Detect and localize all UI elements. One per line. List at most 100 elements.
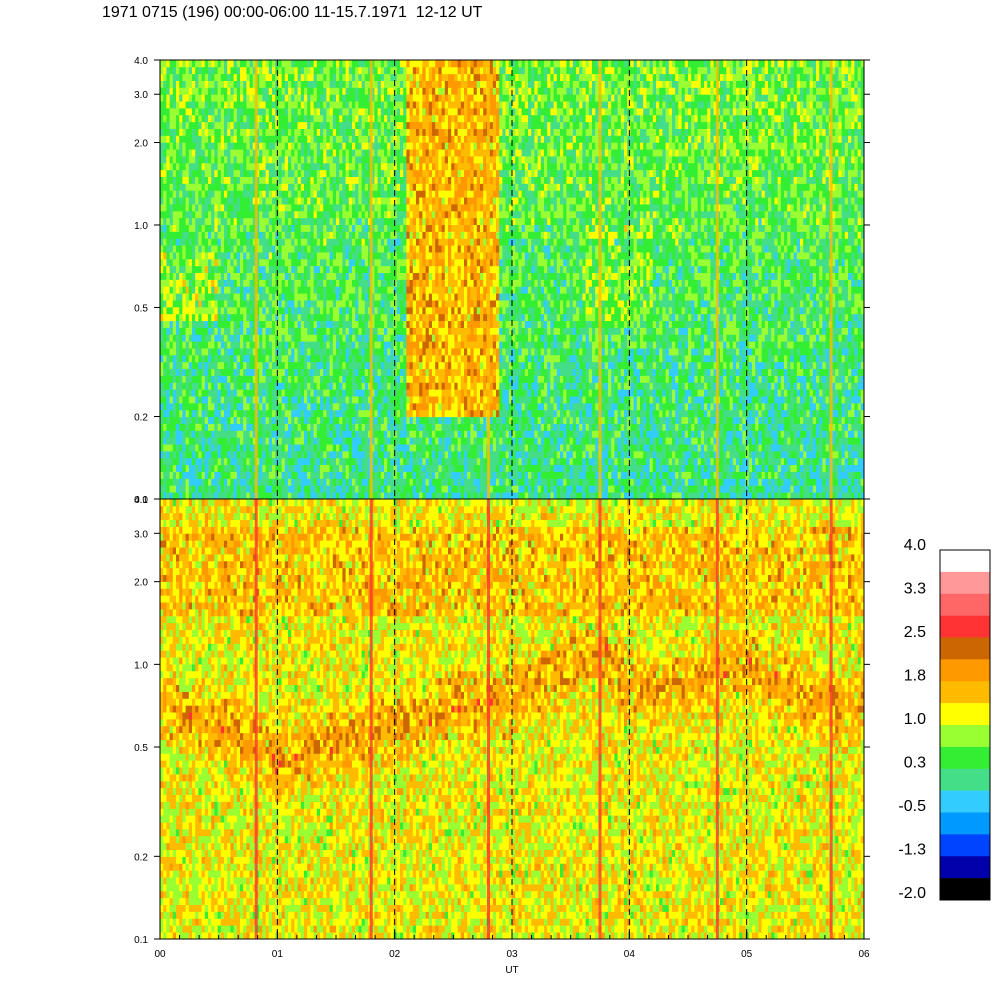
heatmap-cell: [352, 457, 356, 466]
heatmap-cell: [361, 190, 366, 198]
heatmap-cell: [262, 348, 266, 356]
heatmap-cell: [278, 464, 282, 472]
heatmap-cell: [192, 450, 196, 459]
heatmap-cell: [249, 430, 254, 438]
heatmap-cell: [188, 457, 193, 466]
heatmap-cell: [288, 450, 292, 459]
heatmap-cell: [259, 471, 263, 479]
heatmap-cell: [304, 135, 308, 143]
heatmap-cell: [268, 354, 273, 363]
heatmap-cell: [326, 368, 330, 376]
heatmap-cell: [342, 286, 346, 294]
heatmap-cell: [374, 60, 378, 68]
heatmap-cell: [307, 306, 311, 315]
heatmap-cell: [259, 135, 263, 143]
heatmap-cell: [201, 416, 206, 424]
heatmap-cell: [185, 238, 190, 246]
heatmap-cell: [355, 162, 359, 171]
heatmap-cell: [224, 183, 228, 191]
heatmap-cell: [246, 142, 250, 150]
heatmap-cell: [384, 156, 388, 164]
heatmap-cell: [278, 169, 282, 178]
heatmap-cell: [278, 258, 282, 267]
heatmap-cell: [332, 128, 337, 136]
heatmap-cell: [243, 245, 247, 253]
heatmap-cell: [348, 87, 353, 95]
heatmap-cell: [313, 382, 318, 390]
heatmap-cell: [163, 190, 167, 198]
heatmap-cell: [310, 272, 314, 280]
heatmap-cell: [387, 258, 391, 267]
heatmap-cell: [246, 286, 250, 294]
heatmap-cell: [396, 60, 401, 68]
heatmap-cell: [256, 66, 260, 75]
heatmap-cell: [230, 142, 234, 150]
heatmap-cell: [387, 224, 391, 232]
heatmap-cell: [259, 334, 263, 342]
heatmap-cell: [220, 114, 225, 123]
heatmap-cell: [204, 101, 209, 109]
heatmap-cell: [396, 423, 401, 431]
heatmap-cell: [400, 409, 404, 418]
heatmap-cell: [214, 334, 218, 342]
heatmap-cell: [236, 402, 241, 411]
heatmap-cell: [160, 320, 164, 328]
heatmap-cell: [393, 492, 398, 499]
heatmap-cell: [172, 354, 177, 363]
heatmap-cell: [204, 402, 209, 411]
heatmap-cell: [243, 334, 247, 342]
heatmap-cell: [384, 409, 388, 418]
heatmap-cell: [371, 183, 375, 191]
heatmap-cell: [323, 197, 327, 205]
heatmap-cell: [326, 286, 330, 294]
heatmap-cell: [364, 375, 369, 383]
heatmap-cell: [342, 169, 346, 178]
heatmap-cell: [390, 142, 394, 150]
heatmap-cell: [214, 128, 218, 136]
heatmap-cell: [163, 354, 167, 363]
heatmap-cell: [208, 444, 212, 452]
heatmap-cell: [348, 162, 353, 171]
heatmap-cell: [246, 348, 250, 356]
heatmap-cell: [384, 306, 388, 315]
heatmap-cell: [342, 265, 346, 274]
heatmap-cell: [278, 176, 282, 184]
heatmap-cell: [294, 492, 298, 499]
heatmap-cell: [326, 430, 330, 438]
heatmap-cell: [316, 348, 321, 356]
heatmap-cell: [208, 60, 212, 68]
heatmap-cell: [393, 94, 398, 102]
heatmap-cell: [246, 204, 250, 212]
heatmap-cell: [262, 162, 266, 171]
heatmap-cell: [208, 409, 212, 418]
heatmap-cell: [278, 114, 282, 123]
heatmap-cell: [393, 416, 398, 424]
heatmap-cell: [233, 348, 238, 356]
heatmap-cell: [227, 279, 231, 287]
heatmap-cell: [403, 348, 407, 356]
heatmap-cell: [265, 252, 270, 260]
heatmap-cell: [179, 423, 183, 431]
heatmap-cell: [406, 265, 410, 274]
heatmap-cell: [300, 450, 305, 459]
heatmap-cell: [201, 450, 206, 459]
heatmap-cell: [374, 135, 378, 143]
heatmap-cell: [169, 183, 174, 191]
heatmap-cell: [307, 293, 311, 301]
heatmap-cell: [288, 156, 292, 164]
heatmap-cell: [256, 320, 260, 328]
heatmap-cell: [336, 183, 340, 191]
heatmap-cell: [307, 204, 311, 212]
heatmap-cell: [342, 204, 346, 212]
heatmap-cell: [182, 416, 186, 424]
heatmap-cell: [230, 416, 234, 424]
heatmap-cell: [358, 114, 362, 123]
heatmap-cell: [316, 492, 321, 499]
heatmap-cell: [393, 197, 398, 205]
heatmap-cell: [339, 149, 343, 157]
heatmap-cell: [268, 430, 273, 438]
heatmap-cell: [300, 238, 305, 246]
heatmap-cell: [297, 286, 302, 294]
heatmap-cell: [406, 485, 410, 493]
heatmap-cell: [272, 361, 276, 370]
